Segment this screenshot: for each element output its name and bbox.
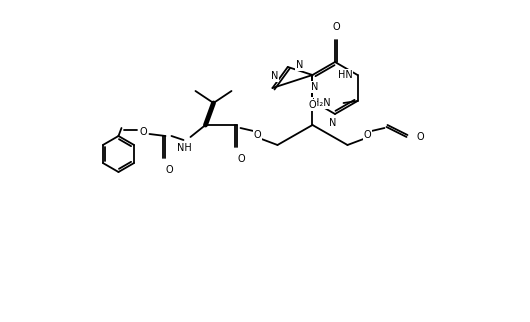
Text: O: O [364,130,372,140]
Text: O: O [254,130,261,140]
Text: N: N [311,82,318,92]
Text: N: N [329,118,337,128]
Text: NH: NH [177,143,192,153]
Text: O: O [166,165,173,175]
Text: O: O [332,22,340,32]
Text: N: N [296,60,303,70]
Text: HN: HN [338,70,352,80]
Text: O: O [140,127,147,137]
Text: N: N [271,71,278,81]
Text: O: O [308,100,316,110]
Text: H₂N: H₂N [312,98,331,108]
Text: O: O [237,154,245,164]
Text: O: O [417,132,424,142]
